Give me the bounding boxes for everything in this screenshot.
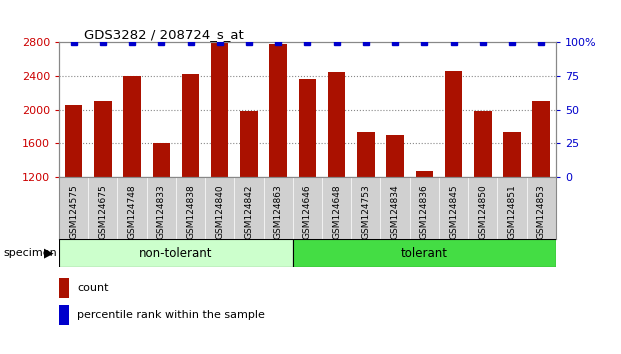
Text: GSM124845: GSM124845 bbox=[449, 184, 458, 239]
Text: GSM124851: GSM124851 bbox=[507, 184, 517, 239]
Text: count: count bbox=[77, 283, 109, 293]
Text: GSM124834: GSM124834 bbox=[391, 184, 399, 239]
Text: GSM124575: GSM124575 bbox=[69, 184, 78, 239]
Text: specimen: specimen bbox=[3, 248, 57, 258]
Bar bbox=[59, 304, 70, 325]
Text: GSM124838: GSM124838 bbox=[186, 184, 195, 239]
Bar bbox=[59, 278, 70, 298]
Text: GSM124836: GSM124836 bbox=[420, 184, 428, 239]
Bar bbox=[415, 171, 433, 177]
Bar bbox=[445, 71, 462, 177]
Text: GSM124748: GSM124748 bbox=[127, 184, 137, 239]
Bar bbox=[386, 135, 404, 177]
Text: tolerant: tolerant bbox=[401, 247, 448, 259]
Text: GSM124863: GSM124863 bbox=[274, 184, 283, 239]
Text: GSM124675: GSM124675 bbox=[98, 184, 107, 239]
Bar bbox=[59, 239, 292, 267]
Text: GSM124840: GSM124840 bbox=[215, 184, 224, 239]
Text: GSM124753: GSM124753 bbox=[361, 184, 370, 239]
Bar bbox=[240, 112, 258, 177]
Bar bbox=[292, 239, 556, 267]
Bar bbox=[65, 105, 83, 177]
Bar bbox=[532, 101, 550, 177]
Text: GSM124850: GSM124850 bbox=[478, 184, 487, 239]
Bar bbox=[357, 132, 374, 177]
Bar bbox=[503, 132, 521, 177]
Bar bbox=[182, 74, 199, 177]
Text: GDS3282 / 208724_s_at: GDS3282 / 208724_s_at bbox=[84, 28, 243, 41]
Bar bbox=[94, 101, 112, 177]
Bar bbox=[211, 42, 229, 177]
Bar bbox=[153, 143, 170, 177]
Bar bbox=[299, 80, 316, 177]
Text: GSM124648: GSM124648 bbox=[332, 184, 341, 239]
Text: GSM124646: GSM124646 bbox=[303, 184, 312, 239]
Text: GSM124833: GSM124833 bbox=[156, 184, 166, 239]
Bar bbox=[270, 44, 287, 177]
Text: non-tolerant: non-tolerant bbox=[139, 247, 212, 259]
Text: percentile rank within the sample: percentile rank within the sample bbox=[77, 310, 265, 320]
Text: ▶: ▶ bbox=[43, 247, 53, 259]
Text: GSM124853: GSM124853 bbox=[537, 184, 546, 239]
Bar bbox=[124, 76, 141, 177]
Text: GSM124842: GSM124842 bbox=[245, 184, 253, 239]
Bar bbox=[328, 72, 345, 177]
Bar bbox=[474, 112, 491, 177]
